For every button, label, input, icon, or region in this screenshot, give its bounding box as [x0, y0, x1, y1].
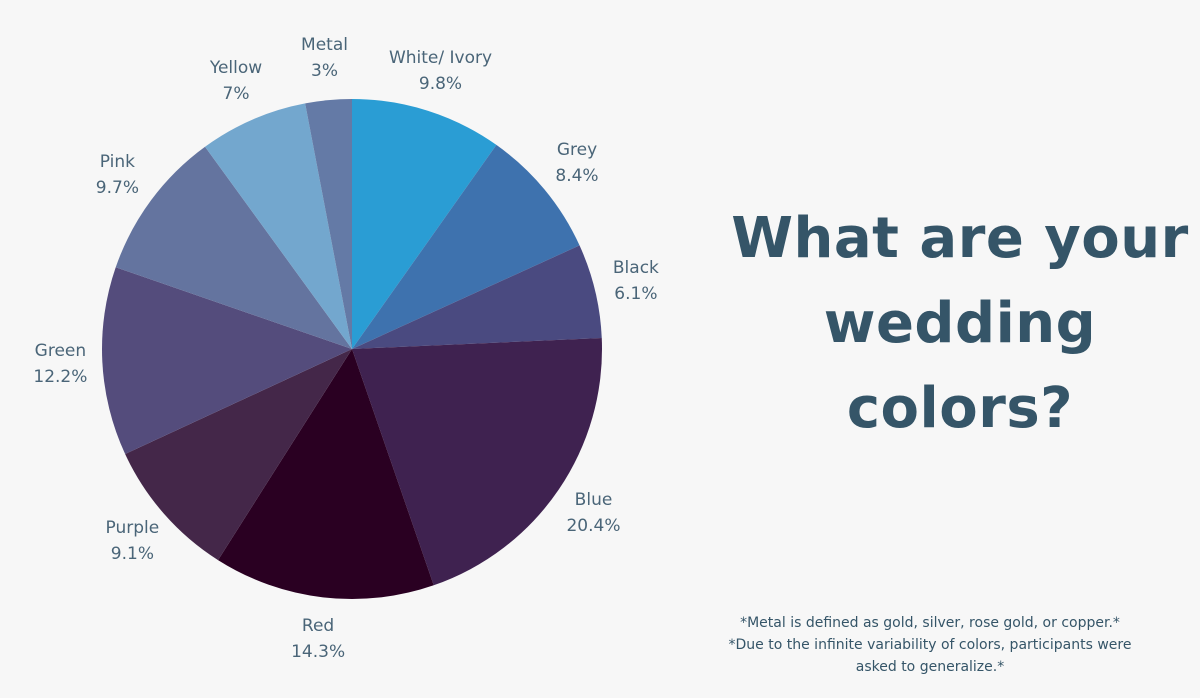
slice-label-white-ivory: White/ Ivory 9.8% [389, 45, 492, 97]
slice-label-name: White/ Ivory [388, 47, 493, 68]
slice-label-value: 8.4% [555, 165, 599, 186]
slice-label-value: 9.7% [95, 178, 139, 199]
footnote-variability-1: *Due to the infinite variability of colo… [728, 637, 1132, 653]
slice-label-value: 3% [311, 61, 338, 82]
pie-slice-pink [115, 146, 352, 349]
slice-label-value: 9.8% [418, 73, 463, 94]
slice-label-name: Grey [556, 139, 598, 160]
slice-label-yellow: Yellow 7% [210, 55, 262, 107]
slice-label-name: Green [34, 340, 87, 361]
slice-label-pink: Pink 9.7% [96, 149, 139, 201]
pie-slice-blue [352, 338, 603, 586]
pie-slice-yellow [205, 103, 352, 350]
pie-slice-purple [125, 349, 352, 561]
slice-label-value: 14.3% [291, 642, 346, 662]
slice-label-red: Red 14.3% [291, 613, 345, 665]
footnote-metal: *Metal is defined as gold, silver, rose … [740, 615, 1120, 631]
footnote-variability-2: asked to generalize.* [855, 659, 1005, 675]
slice-label-name: Red [301, 616, 335, 636]
pie-slice-grey [352, 144, 580, 349]
slice-label-name: Black [612, 257, 659, 278]
slice-label-value: 9.1% [110, 544, 154, 565]
slice-label-purple: Purple 9.1% [106, 515, 160, 567]
pie-slice-green [101, 267, 353, 455]
slice-label-grey: Grey 8.4% [555, 137, 598, 189]
slice-label-name: Blue [574, 490, 613, 511]
slice-label-metal: Metal 3% [301, 32, 348, 84]
slice-label-blue: Blue 20.4% [566, 487, 620, 539]
slice-label-black: Black 6.1% [613, 255, 659, 307]
slice-label-green: Green 12.2% [33, 338, 87, 390]
headline-line-3: colors? [846, 376, 1074, 441]
pie-slice-black [352, 245, 602, 349]
slice-label-name: Yellow [209, 58, 263, 78]
headline-line-1: What are your [731, 206, 1189, 271]
pie-slice-metal [305, 99, 352, 349]
pie-slices [101, 99, 603, 600]
pie-slice-red [218, 349, 434, 600]
slice-label-value: 7% [222, 84, 250, 104]
slice-label-value: 12.2% [33, 366, 88, 387]
slice-label-name: Metal [301, 35, 348, 56]
headline-line-2: wedding [823, 291, 1097, 356]
slice-label-name: Purple [105, 518, 160, 539]
pie-slice-white-ivory [352, 99, 497, 349]
headline: What are your wedding colors? [700, 196, 1200, 451]
slice-label-value: 20.4% [566, 516, 621, 537]
slice-label-name: Pink [99, 152, 136, 173]
footnotes: *Metal is defined as gold, silver, rose … [700, 612, 1160, 678]
slice-label-value: 6.1% [614, 283, 658, 304]
